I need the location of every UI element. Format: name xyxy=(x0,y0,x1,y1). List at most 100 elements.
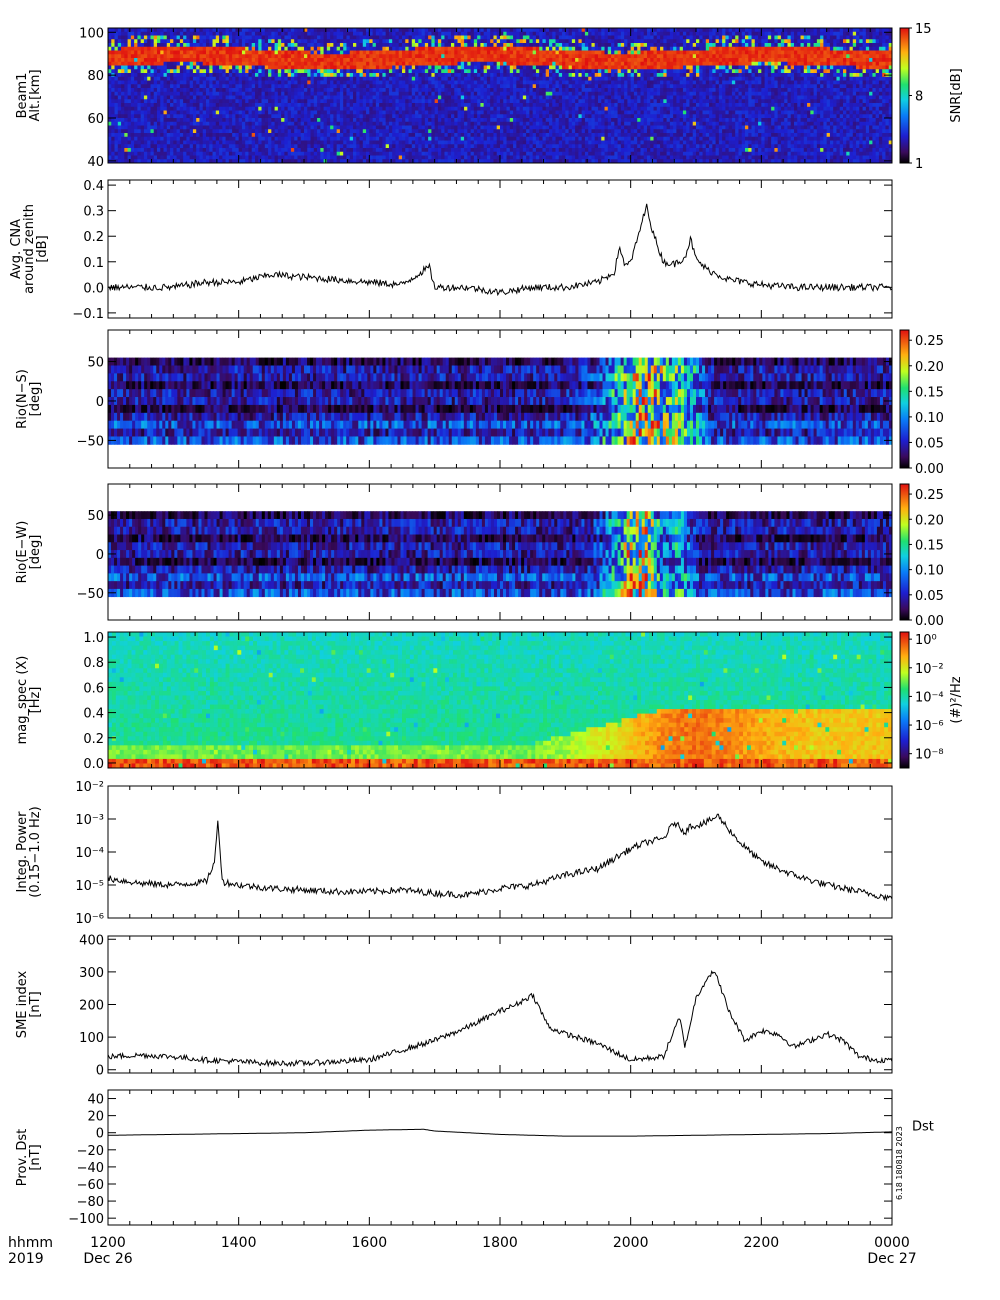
heatmap-cell xyxy=(484,69,488,73)
heatmap-cell xyxy=(516,51,520,55)
heatmap-cell xyxy=(438,62,442,66)
heatmap-cell xyxy=(115,118,119,122)
heatmap-cell xyxy=(297,62,301,66)
heatmap-cell xyxy=(395,141,399,145)
heatmap-cell xyxy=(239,92,243,96)
heatmap-cell xyxy=(294,39,298,43)
heatmap-cell xyxy=(510,58,514,62)
heatmap-cell xyxy=(121,84,125,88)
heatmap-cell xyxy=(160,28,164,32)
heatmap-cell xyxy=(226,43,230,47)
heatmap-cell xyxy=(173,103,177,107)
heatmap-cell xyxy=(474,73,478,77)
heatmap-cell xyxy=(500,122,504,126)
heatmap-cell xyxy=(529,137,533,141)
heatmap-cell xyxy=(431,73,435,77)
heatmap-cell xyxy=(118,99,122,103)
heatmap-cell xyxy=(395,43,399,47)
heatmap-cell xyxy=(317,54,321,58)
heatmap-cell xyxy=(157,96,161,100)
heatmap-cell xyxy=(180,156,184,160)
heatmap-cell xyxy=(379,54,383,58)
heatmap-cell xyxy=(373,73,377,77)
heatmap-cell xyxy=(173,32,177,36)
heatmap-cell xyxy=(356,66,360,70)
heatmap-cell xyxy=(275,36,279,40)
heatmap-cell xyxy=(552,66,556,70)
heatmap-cell xyxy=(350,133,354,137)
heatmap-cell xyxy=(546,32,550,36)
heatmap-cell xyxy=(487,141,491,145)
heatmap-cell xyxy=(226,54,230,58)
heatmap-cell xyxy=(343,133,347,137)
heatmap-cell xyxy=(363,92,367,96)
heatmap-cell xyxy=(216,69,220,73)
heatmap-cell xyxy=(248,32,252,36)
heatmap-cell xyxy=(395,103,399,107)
heatmap-cell xyxy=(350,66,354,70)
heatmap-cell xyxy=(337,54,341,58)
heatmap-cell xyxy=(115,103,119,107)
heatmap-cell xyxy=(386,118,390,122)
heatmap-cell xyxy=(304,51,308,55)
heatmap-cell xyxy=(477,73,481,77)
heatmap-cell xyxy=(360,28,364,32)
heatmap-cell xyxy=(353,62,357,66)
heatmap-cell xyxy=(209,69,213,73)
heatmap-cell xyxy=(536,103,540,107)
heatmap-cell xyxy=(177,152,181,156)
heatmap-cell xyxy=(552,156,556,160)
heatmap-cell xyxy=(311,107,315,111)
heatmap-cell xyxy=(350,148,354,152)
heatmap-cell xyxy=(373,152,377,156)
heatmap-cell xyxy=(500,141,504,145)
heatmap-cell xyxy=(232,84,236,88)
heatmap-cell xyxy=(412,133,416,137)
heatmap-cell xyxy=(255,92,259,96)
heatmap-cell xyxy=(435,62,439,66)
heatmap-cell xyxy=(402,77,406,81)
heatmap-cell xyxy=(428,69,432,73)
heatmap-cell xyxy=(196,47,200,51)
heatmap-cell xyxy=(516,137,520,141)
heatmap-cell xyxy=(131,39,135,43)
heatmap-cell xyxy=(405,39,409,43)
heatmap-cell xyxy=(190,99,194,103)
heatmap-cell xyxy=(379,137,383,141)
heatmap-cell xyxy=(389,81,393,85)
heatmap-cell xyxy=(366,36,370,40)
heatmap-cell xyxy=(529,43,533,47)
heatmap-cell xyxy=(490,36,494,40)
heatmap-cell xyxy=(275,103,279,107)
heatmap-cell xyxy=(373,28,377,32)
heatmap-cell xyxy=(497,73,501,77)
heatmap-cell xyxy=(167,39,171,43)
heatmap-cell xyxy=(454,99,458,103)
heatmap-cell xyxy=(556,118,560,122)
heatmap-cell xyxy=(213,36,217,40)
heatmap-cell xyxy=(154,32,158,36)
heatmap-cell xyxy=(356,141,360,145)
heatmap-cell xyxy=(559,54,563,58)
heatmap-cell xyxy=(428,51,432,55)
heatmap-cell xyxy=(520,118,524,122)
heatmap-cell xyxy=(431,39,435,43)
heatmap-cell xyxy=(415,73,419,77)
heatmap-cell xyxy=(507,47,511,51)
heatmap-cell xyxy=(232,39,236,43)
heatmap-cell xyxy=(154,133,158,137)
heatmap-cell xyxy=(248,114,252,118)
heatmap-cell xyxy=(222,114,226,118)
heatmap-cell xyxy=(268,122,272,126)
heatmap-cell xyxy=(389,103,393,107)
heatmap-cell xyxy=(484,66,488,70)
heatmap-cell xyxy=(523,39,527,43)
heatmap-cell xyxy=(186,32,190,36)
heatmap-cell xyxy=(284,137,288,141)
heatmap-cell xyxy=(183,51,187,55)
heatmap-cell xyxy=(137,122,141,126)
heatmap-cell xyxy=(137,144,141,148)
heatmap-cell xyxy=(144,103,148,107)
heatmap-cell xyxy=(222,144,226,148)
heatmap-cell xyxy=(173,144,177,148)
